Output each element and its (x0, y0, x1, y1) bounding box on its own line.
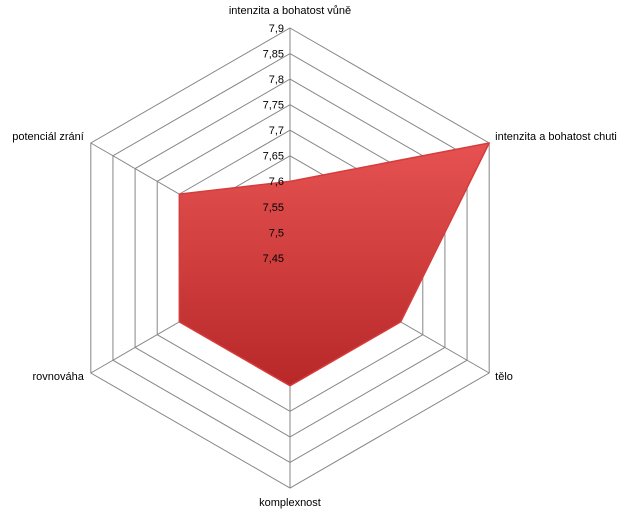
y-tick-label: 7,75 (263, 100, 284, 112)
series-area (178, 142, 490, 387)
category-label: komplexnost (259, 497, 321, 509)
labels: 7,45 7,5 7,55 7,6 7,65 7,7 7,75 7,8 7,85 7,9 inten… (12, 5, 617, 509)
y-tick-label: 7,8 (269, 74, 284, 86)
category-label: intenzita a bohatost chuti (495, 131, 617, 143)
category-label: potenciál zrání (12, 131, 84, 143)
y-tick-label: 7,85 (263, 48, 284, 60)
y-tick-label: 7,5 (269, 227, 284, 239)
category-label: tělo (495, 371, 513, 383)
y-tick-label: 7,45 (263, 253, 284, 265)
category-label: intenzita a bohatost vůně (229, 5, 351, 17)
y-tick-label: 7,6 (269, 176, 284, 188)
y-tick-label: 7,7 (269, 125, 284, 137)
y-tick-label: 7,9 (269, 23, 284, 35)
category-label: rovnováha (32, 371, 84, 383)
y-tick-label: 7,55 (263, 202, 284, 214)
marks (178, 142, 490, 387)
y-tick-label: 7,65 (263, 151, 284, 163)
